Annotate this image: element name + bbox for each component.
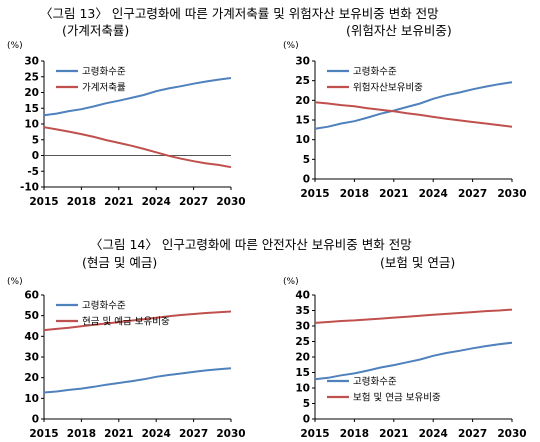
chart4: (%) 0 5 10 15 20 25 30 35 40 2015 2018 2021 2024 2027 2…: [283, 277, 527, 440]
x-tick-label: 2021: [379, 188, 408, 200]
y-tick-label: 20: [295, 95, 310, 107]
chart2: (%) 0 5 10 15 20 25 30 2015 2018 2021 2024 2027 2030 고…: [283, 41, 527, 200]
legend-label-2: 가계저축률: [82, 82, 126, 94]
y-tick-label: 15: [295, 115, 310, 127]
x-tick-label: 2021: [104, 428, 133, 440]
y-tick-label: 20: [295, 352, 310, 364]
y-tick-label: 50: [24, 310, 39, 322]
figure14-subtitle-right: (보험 및 연금): [380, 255, 456, 270]
x-tick-label: 2015: [29, 196, 58, 208]
x-tick-label: 2024: [142, 196, 171, 208]
x-tick-label: 2024: [142, 428, 171, 440]
y-tick-label: 20: [24, 372, 39, 384]
y-tick-label: 30: [295, 321, 310, 333]
legend-label-2: 위험자산보유비중: [353, 82, 423, 94]
chart1: (%) -10 -5 0 5 10 15 20 25 30 2015 2018 2021 2024 2027…: [7, 41, 246, 208]
figure13-subtitle-left: (가계저축률): [62, 23, 130, 38]
y-tick-label: 0: [32, 414, 39, 426]
x-tick-label: 2030: [497, 428, 526, 440]
x-tick-label: 2021: [379, 428, 408, 440]
legend-label-1: 고령화수준: [82, 66, 126, 78]
x-tick-label: 2015: [300, 188, 329, 200]
x-tick-label: 2015: [300, 428, 329, 440]
y-tick-label: 10: [24, 393, 39, 405]
x-tick-label: 2030: [216, 428, 245, 440]
series-line-2: [314, 101, 513, 128]
y-tick-label: 25: [295, 75, 310, 87]
y-tick-label: 5: [32, 134, 39, 146]
legend-label-1: 고령화수준: [353, 376, 397, 388]
x-tick-label: 2030: [497, 188, 526, 200]
y-tick-label: 15: [295, 367, 310, 379]
y-tick-label: 15: [24, 103, 39, 115]
y-tick-label: 10: [295, 383, 310, 395]
y-tick-label: -10: [20, 182, 39, 194]
y-tick-label: 20: [24, 87, 39, 99]
y-tick-label: 40: [24, 331, 39, 343]
y-unit-label: (%): [7, 41, 23, 51]
y-tick-label: 30: [295, 56, 310, 68]
series-line-1: [43, 77, 232, 117]
legend-label-1: 고령화수준: [82, 300, 126, 312]
x-tick-label: 2027: [458, 428, 487, 440]
y-tick-label: 0: [303, 174, 310, 186]
x-tick-label: 2027: [458, 188, 487, 200]
x-tick-label: 2024: [419, 428, 448, 440]
y-tick-label: 30: [24, 56, 39, 68]
y-tick-label: -5: [27, 166, 39, 178]
series-line-2: [43, 126, 232, 169]
figure14-subtitle-left: (현금 및 예금): [82, 255, 158, 270]
series-line-1: [43, 367, 232, 394]
y-unit-label: (%): [283, 41, 299, 51]
legend-label-2: 현금 및 예금 보유비중: [82, 316, 170, 328]
x-tick-label: 2015: [29, 428, 58, 440]
y-unit-label: (%): [7, 277, 23, 287]
y-tick-label: 30: [24, 352, 39, 364]
legend-label-1: 고령화수준: [353, 66, 397, 78]
figure13-subtitle-right: (위험자산 보유비중): [346, 23, 452, 38]
y-tick-label: 5: [303, 154, 310, 166]
series-line-2: [43, 310, 232, 332]
x-tick-label: 2030: [216, 196, 245, 208]
y-tick-label: 60: [24, 290, 39, 302]
y-tick-label: 40: [295, 290, 310, 302]
x-tick-label: 2021: [104, 196, 133, 208]
legend-label-2: 보험 및 연금 보유비중: [353, 392, 441, 404]
y-tick-label: 10: [295, 134, 310, 146]
series-line-2: [314, 308, 513, 324]
x-tick-label: 2027: [179, 196, 208, 208]
figure14-title: 〈그림 14〉 인구고령화에 따른 안전자산 보유비중 변화 전망: [90, 237, 412, 252]
y-tick-label: 0: [303, 414, 310, 426]
y-tick-label: 5: [303, 398, 310, 410]
series-line-1: [314, 341, 513, 381]
x-tick-label: 2027: [179, 428, 208, 440]
y-tick-label: 10: [24, 119, 39, 131]
x-tick-label: 2018: [340, 428, 369, 440]
x-tick-label: 2024: [419, 188, 448, 200]
y-tick-label: 35: [295, 305, 310, 317]
y-tick-label: 25: [24, 71, 39, 83]
x-tick-label: 2018: [67, 428, 96, 440]
series-line-1: [314, 81, 513, 130]
x-tick-label: 2018: [340, 188, 369, 200]
y-unit-label: (%): [283, 277, 299, 287]
x-tick-label: 2018: [67, 196, 96, 208]
figure13-title: 〈그림 13〉 인구고령화에 따른 가계저축률 및 위험자산 보유비중 변화 전…: [40, 6, 439, 21]
y-tick-label: 25: [295, 336, 310, 348]
y-tick-label: 0: [32, 150, 39, 162]
